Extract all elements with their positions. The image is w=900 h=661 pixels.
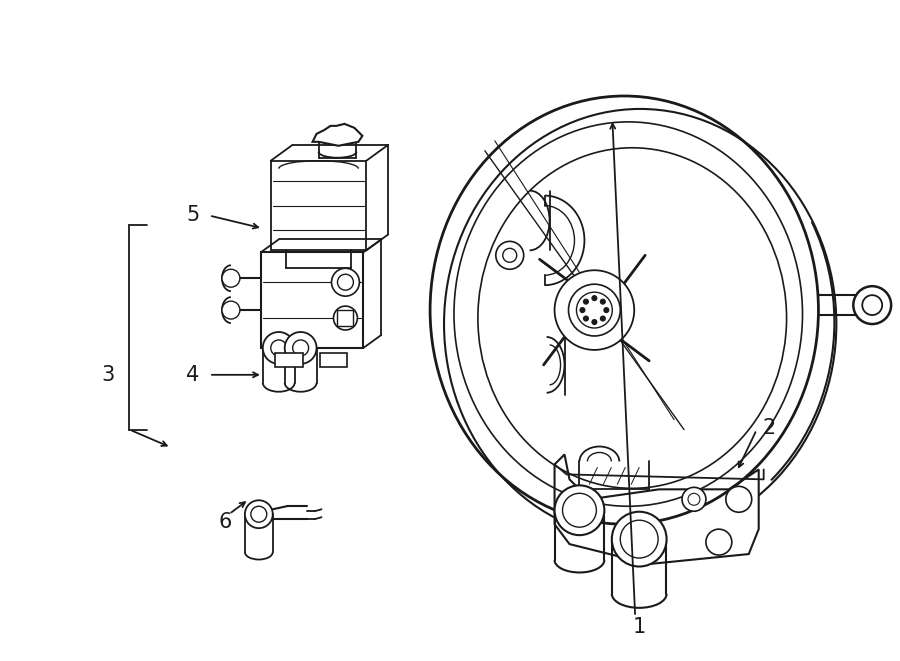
Ellipse shape — [562, 493, 597, 527]
Circle shape — [284, 332, 317, 364]
Circle shape — [580, 307, 585, 313]
Circle shape — [600, 316, 606, 321]
Text: 6: 6 — [219, 512, 231, 532]
Circle shape — [251, 506, 266, 522]
Text: 2: 2 — [762, 418, 775, 438]
Circle shape — [503, 249, 517, 262]
Bar — [274, 353, 302, 367]
Ellipse shape — [430, 96, 818, 524]
Text: 3: 3 — [102, 365, 115, 385]
Circle shape — [592, 319, 597, 325]
Circle shape — [222, 301, 240, 319]
Circle shape — [331, 268, 359, 296]
Circle shape — [583, 299, 589, 304]
Circle shape — [592, 295, 597, 301]
Circle shape — [496, 241, 524, 269]
Polygon shape — [554, 455, 759, 564]
Bar — [338, 310, 354, 326]
Ellipse shape — [620, 520, 658, 558]
Circle shape — [577, 292, 612, 328]
Circle shape — [862, 295, 882, 315]
Circle shape — [554, 270, 634, 350]
Circle shape — [271, 340, 287, 356]
Text: 5: 5 — [186, 206, 200, 225]
Circle shape — [569, 284, 620, 336]
Circle shape — [706, 529, 732, 555]
Circle shape — [583, 316, 589, 321]
Circle shape — [688, 493, 700, 505]
Circle shape — [263, 332, 294, 364]
Circle shape — [853, 286, 891, 324]
Circle shape — [725, 486, 752, 512]
Circle shape — [292, 340, 309, 356]
Text: 1: 1 — [633, 617, 646, 637]
Circle shape — [600, 299, 606, 304]
Circle shape — [338, 274, 354, 290]
Polygon shape — [312, 124, 363, 146]
Circle shape — [334, 306, 357, 330]
Circle shape — [682, 487, 706, 511]
Circle shape — [604, 307, 608, 313]
Circle shape — [245, 500, 273, 528]
Ellipse shape — [612, 512, 667, 566]
Text: 4: 4 — [186, 365, 200, 385]
Bar — [320, 353, 347, 367]
Ellipse shape — [554, 485, 604, 535]
Circle shape — [222, 269, 240, 287]
